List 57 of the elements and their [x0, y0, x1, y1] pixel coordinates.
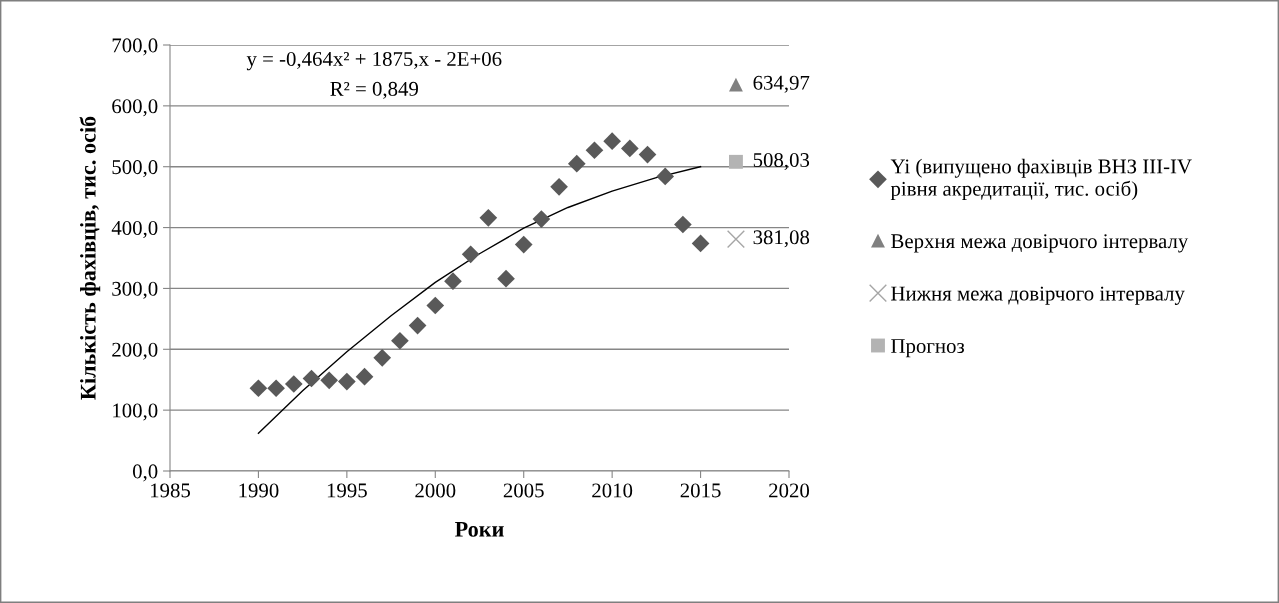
x-tick-label: 2015	[680, 483, 721, 498]
point	[479, 209, 498, 227]
legend-label: Yi (випущено фахівців ВНЗ III-IV рівня акредитації, тис. осіб)	[890, 158, 1192, 201]
point	[461, 245, 480, 264]
x-tick-label: 1990	[239, 483, 279, 498]
point	[320, 371, 339, 390]
point	[620, 139, 639, 158]
point	[249, 379, 268, 398]
point	[373, 348, 392, 367]
point	[408, 316, 427, 335]
point	[550, 177, 568, 196]
point	[284, 375, 303, 393]
point	[585, 141, 604, 160]
x-tick-label: 2000	[415, 483, 456, 498]
y-tick-label: 700,0	[112, 38, 158, 56]
y-tick-label: 100,0	[113, 403, 158, 421]
point	[426, 296, 445, 315]
y-tick-label: 400,0	[111, 220, 158, 238]
point	[656, 167, 675, 186]
y-tick-label: 200,0	[112, 342, 158, 360]
x-tick-label: 2020	[769, 483, 810, 498]
point	[338, 372, 356, 391]
data-label: 634,97	[753, 75, 810, 93]
point	[638, 145, 657, 164]
x-tick-label: 2010	[592, 483, 633, 498]
point	[391, 331, 409, 350]
point	[355, 367, 374, 386]
line-series	[257, 166, 702, 434]
point	[674, 215, 692, 234]
annotation: y = -0,464x² + 1875,x - 2E+06	[246, 51, 502, 71]
y-axis-title: Кількість фахівців, тис. осіб	[79, 116, 101, 400]
point	[567, 154, 586, 173]
y-tick-label: 0,0	[132, 464, 158, 482]
point	[514, 235, 533, 254]
point	[267, 379, 285, 398]
point	[603, 132, 621, 150]
legend-label: Прогноз	[891, 339, 964, 358]
y-tick-label: 600,0	[112, 99, 158, 117]
legend-label: Верхня межа довірчого інтервалу	[891, 234, 1189, 253]
point	[729, 154, 743, 169]
point	[726, 230, 745, 249]
x-tick-label: 2005	[503, 483, 544, 498]
point	[729, 77, 743, 92]
y-tick-label: 300,0	[112, 281, 158, 299]
x-tick-label: 1985	[151, 483, 191, 498]
x-axis-title: Роки	[455, 522, 504, 537]
data-label: 381,08	[753, 230, 810, 248]
point	[444, 272, 462, 290]
annotation: R² = 0,849	[330, 81, 419, 99]
point	[302, 369, 321, 388]
legend-label: Нижня межа довірчого інтервалу	[891, 286, 1185, 305]
data-label: 508,03	[753, 152, 810, 171]
point	[691, 234, 710, 253]
point	[497, 269, 515, 288]
y-tick-label: 500,0	[112, 160, 158, 178]
point	[532, 210, 551, 228]
x-tick-label: 1995	[327, 483, 367, 498]
